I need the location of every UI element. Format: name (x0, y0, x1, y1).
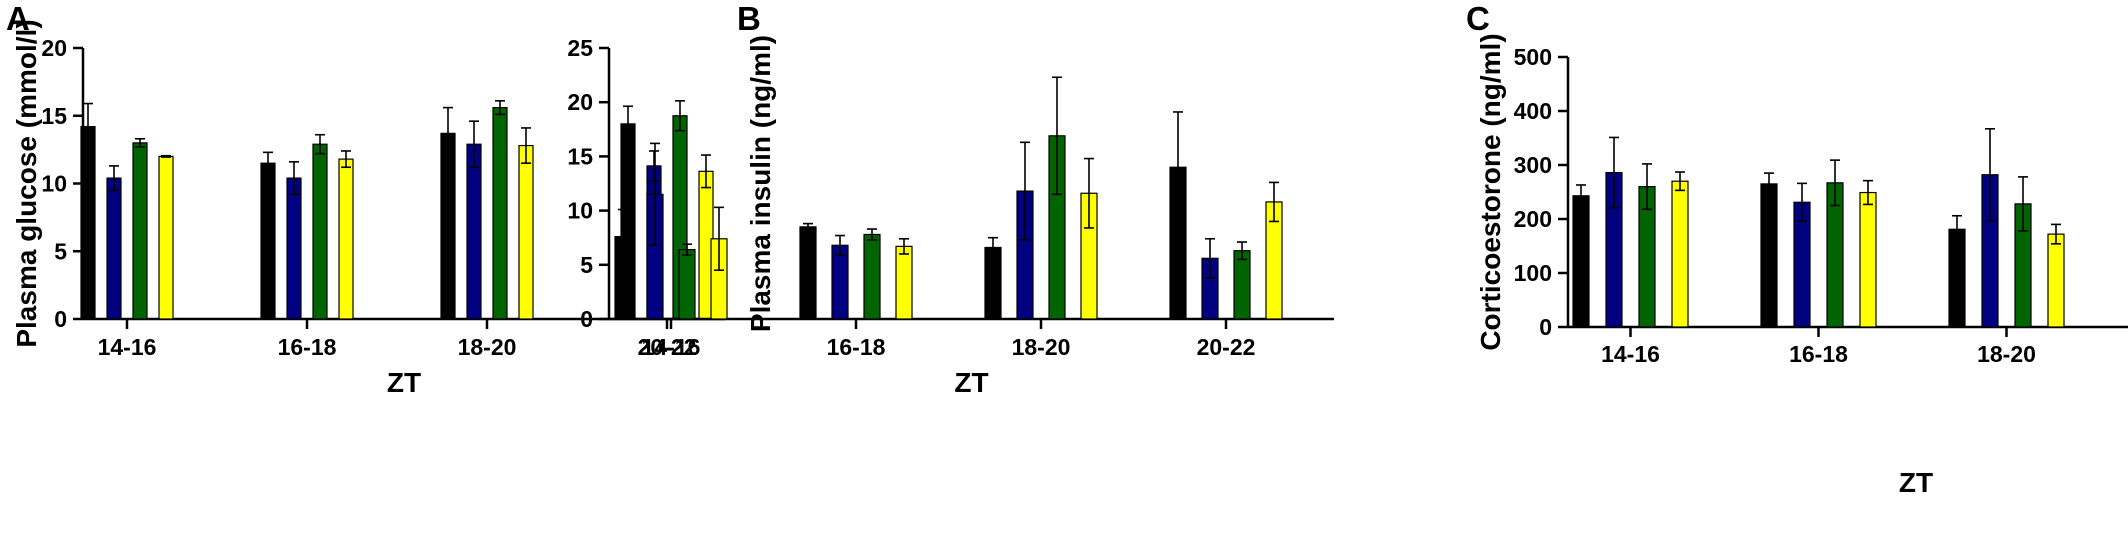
x-tick-label: 18-20 (458, 334, 517, 360)
bar (895, 245, 913, 320)
x-tick-label: 16-18 (827, 334, 886, 360)
bar (984, 246, 1002, 320)
bar (518, 144, 534, 320)
bar (831, 244, 849, 320)
y-tick-label: 500 (1514, 44, 1552, 70)
y-tick-label: 0 (54, 306, 67, 332)
bar (132, 142, 148, 320)
bar (106, 177, 122, 320)
x-tick-label: 20-22 (1197, 334, 1256, 360)
x-axis-title: ZT (954, 367, 988, 398)
y-tick-label: 200 (1514, 206, 1552, 232)
bar (158, 155, 174, 320)
y-tick-label: 20 (567, 89, 593, 115)
bar (1671, 180, 1689, 328)
y-tick-label: 0 (1539, 314, 1552, 340)
chart-panel-c: C 0 100 200 300 400 500 Corticoestorone (ng/ml)… (1466, 0, 2128, 498)
bar (1948, 228, 1966, 328)
bar (312, 143, 328, 320)
x-tick-label: 14-16 (642, 334, 701, 360)
bar (1572, 195, 1590, 328)
y-axis-title: Plasma glucose (mmol/l) (11, 19, 42, 347)
y-tick-label: 15 (41, 103, 67, 129)
bar (440, 132, 456, 320)
panel-label: A (6, 0, 30, 37)
bar (466, 143, 482, 320)
x-tick-label: 14-16 (98, 334, 157, 360)
bar (799, 226, 817, 320)
y-axis-title: Corticoestorone (ng/ml) (1475, 33, 1506, 350)
y-tick-label: 20 (41, 35, 67, 61)
y-tick-label: 25 (567, 35, 593, 61)
bar (1859, 191, 1877, 328)
bar (260, 162, 276, 320)
y-tick-label: 10 (567, 198, 593, 224)
x-tick-label: 16-18 (1789, 341, 1848, 367)
x-tick-label: 16-18 (278, 334, 337, 360)
bar (863, 233, 881, 320)
bar (492, 107, 508, 320)
y-tick-label: 0 (580, 306, 593, 332)
x-tick-label: 18-20 (1977, 341, 2036, 367)
x-tick-label: 14-16 (1601, 341, 1660, 367)
bar (338, 158, 354, 320)
bar (286, 177, 302, 320)
y-tick-label: 300 (1514, 152, 1552, 178)
panel-label: B (737, 0, 761, 37)
bar (678, 249, 696, 320)
bar (1760, 183, 1778, 328)
y-tick-label: 15 (567, 143, 593, 169)
chart-panel-b: B 0 5 10 15 20 25 Plasma insulin (ng/ml) 14-16 16… (567, 0, 1334, 398)
x-axis-title: ZT (387, 367, 421, 398)
panel-label: C (1466, 0, 1490, 37)
bar (2047, 233, 2065, 328)
y-tick-label: 100 (1514, 260, 1552, 286)
x-axis-title: ZT (1899, 467, 1933, 498)
x-tick-label: 18-20 (1012, 334, 1071, 360)
y-tick-label: 5 (580, 252, 593, 278)
x-tick-label: 20-22 (638, 334, 697, 360)
y-tick-label: 5 (54, 238, 67, 264)
y-tick-label: 10 (41, 171, 67, 197)
bar (80, 125, 96, 320)
y-axis-title: Plasma insulin (ng/ml) (745, 35, 776, 332)
bar (1233, 250, 1251, 320)
y-tick-label: 400 (1514, 98, 1552, 124)
